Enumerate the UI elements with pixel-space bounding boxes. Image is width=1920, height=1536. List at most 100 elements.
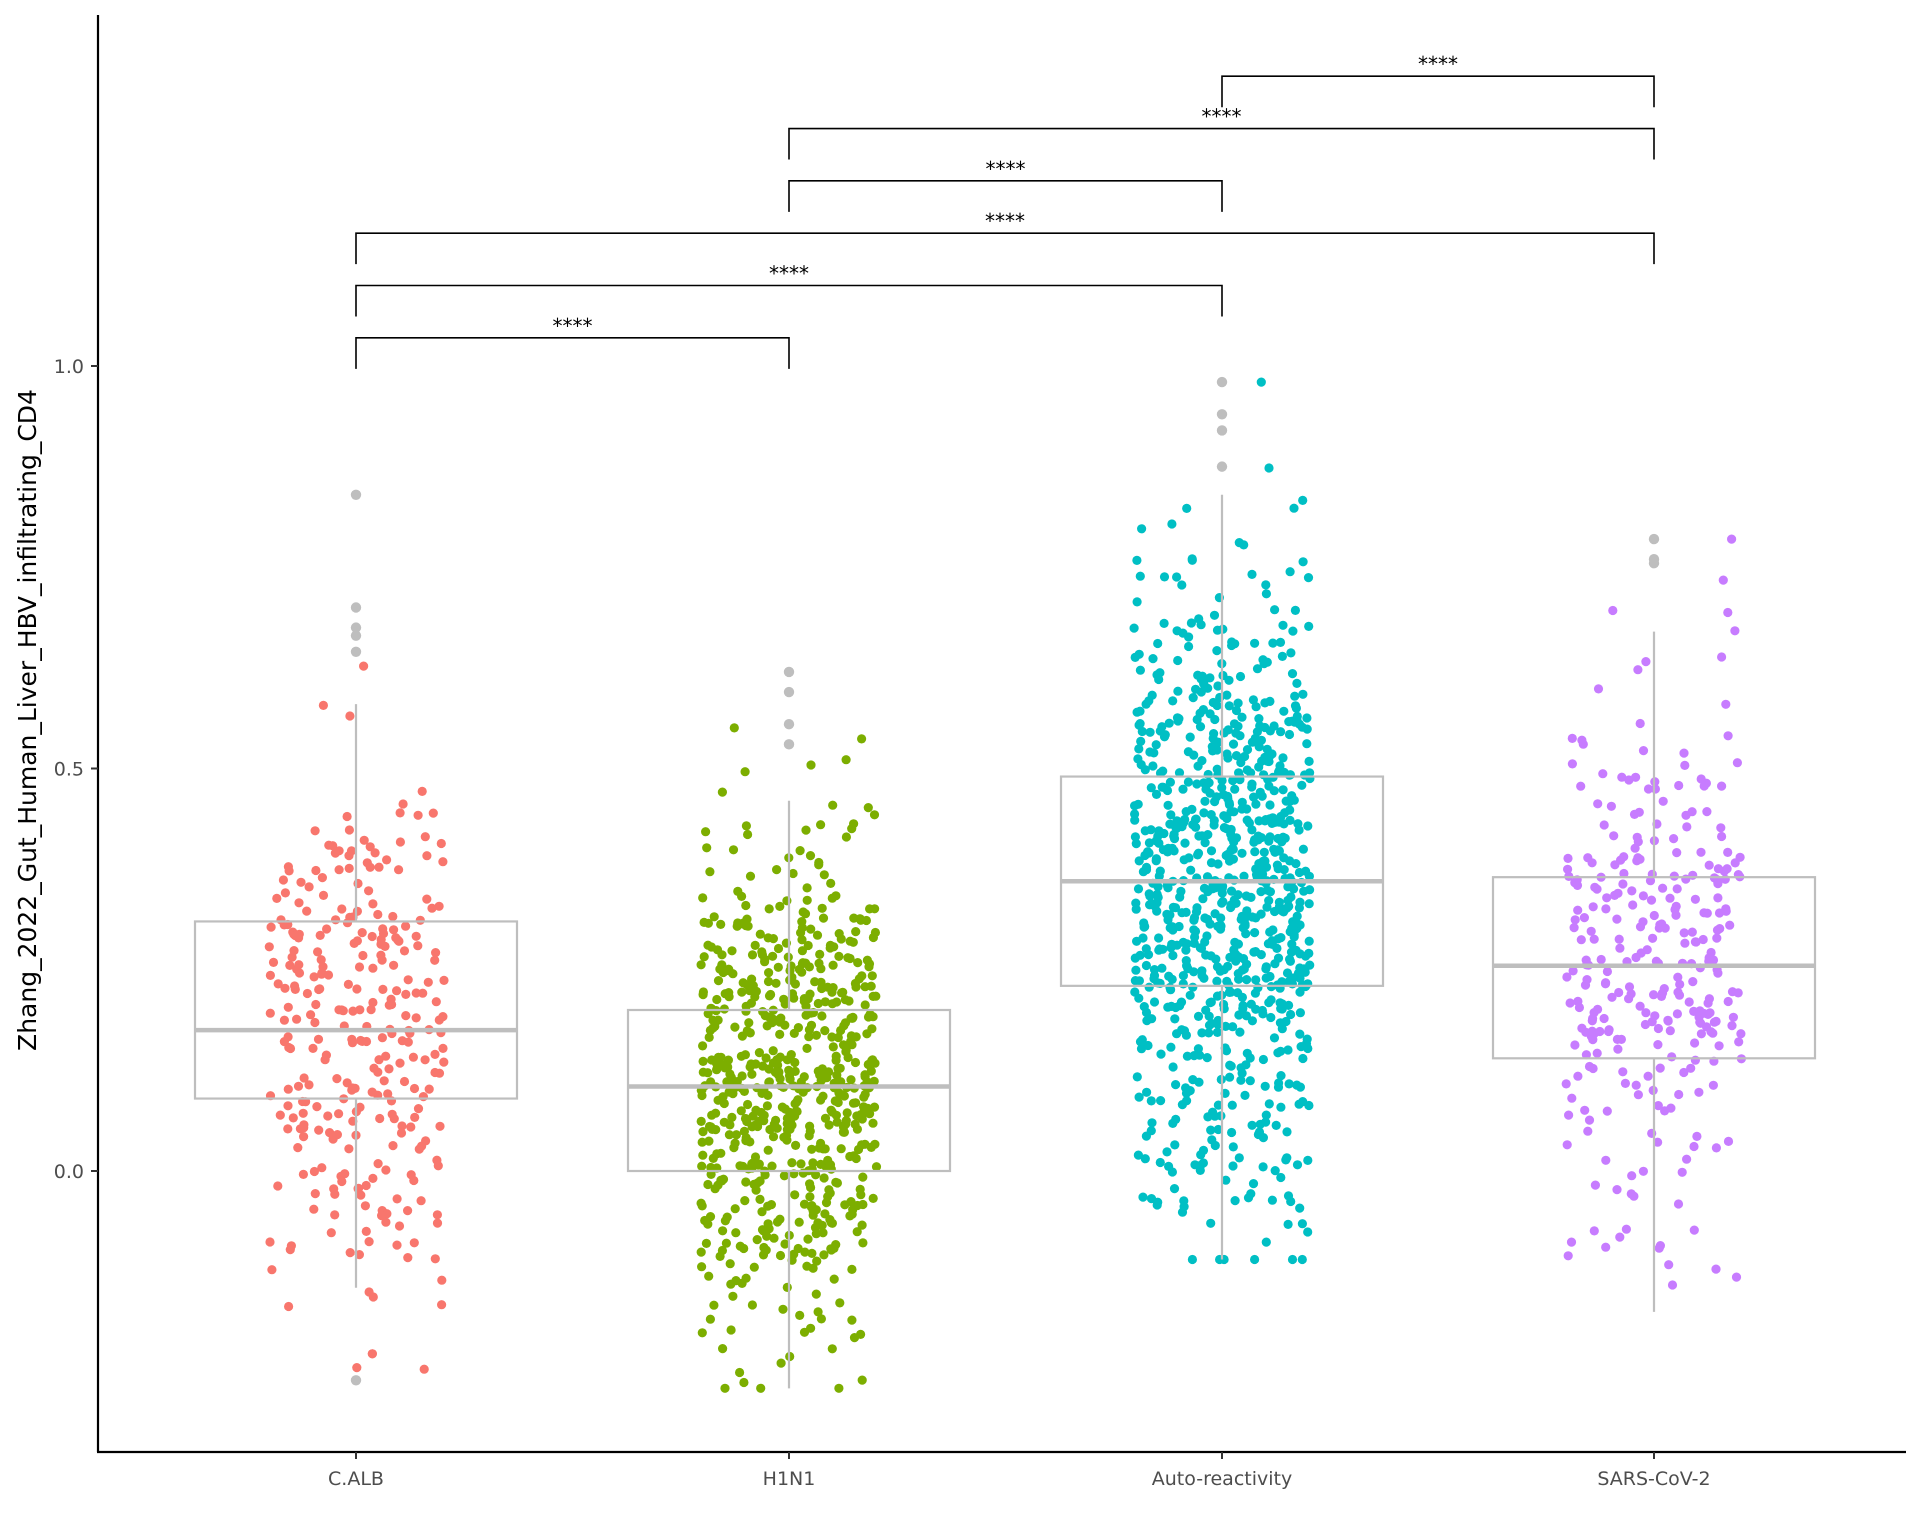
data-point bbox=[1215, 966, 1225, 976]
data-point bbox=[807, 1144, 817, 1154]
data-point bbox=[769, 1233, 779, 1243]
data-point bbox=[1167, 1167, 1177, 1177]
data-point bbox=[841, 1047, 851, 1057]
data-point bbox=[1228, 1161, 1238, 1171]
data-point bbox=[1289, 503, 1299, 513]
data-point bbox=[1182, 1096, 1192, 1106]
data-point bbox=[1144, 982, 1154, 992]
data-point bbox=[1289, 884, 1299, 894]
data-point bbox=[1165, 777, 1175, 787]
data-point bbox=[825, 1160, 836, 1170]
data-point bbox=[355, 1005, 365, 1015]
data-point bbox=[763, 1145, 773, 1155]
data-point bbox=[1260, 1081, 1270, 1091]
data-point bbox=[1599, 1013, 1609, 1024]
data-point bbox=[713, 1180, 723, 1190]
data-point bbox=[799, 1072, 809, 1082]
data-point bbox=[365, 842, 375, 852]
data-point bbox=[396, 1128, 407, 1138]
data-point bbox=[811, 1289, 821, 1299]
data-point bbox=[1139, 918, 1149, 928]
data-point bbox=[1130, 976, 1140, 986]
data-point bbox=[1245, 1076, 1255, 1086]
data-point bbox=[779, 1171, 790, 1181]
data-point bbox=[432, 1218, 443, 1228]
data-point bbox=[1278, 1001, 1288, 1012]
data-point bbox=[434, 1015, 444, 1025]
data-point bbox=[1261, 964, 1271, 974]
data-point bbox=[726, 1325, 736, 1335]
data-point bbox=[1158, 944, 1168, 954]
data-point bbox=[802, 895, 812, 905]
data-point bbox=[313, 947, 323, 957]
data-point bbox=[1256, 377, 1266, 387]
data-point bbox=[827, 1344, 837, 1354]
data-point bbox=[726, 1279, 736, 1289]
data-point bbox=[1201, 1005, 1211, 1015]
data-point bbox=[1190, 814, 1201, 825]
data-point bbox=[1242, 975, 1252, 985]
data-point bbox=[1298, 844, 1308, 854]
data-point bbox=[1249, 947, 1259, 957]
data-point bbox=[724, 992, 734, 1002]
data-point bbox=[1212, 625, 1223, 635]
data-point bbox=[1151, 740, 1161, 750]
data-point bbox=[837, 1090, 848, 1100]
data-point bbox=[851, 927, 861, 937]
data-point bbox=[801, 1001, 811, 1011]
data-point bbox=[1145, 747, 1155, 757]
data-point bbox=[1624, 775, 1634, 785]
data-point bbox=[747, 1069, 757, 1079]
data-point bbox=[334, 1109, 344, 1119]
data-point bbox=[766, 989, 776, 1000]
data-point bbox=[1140, 765, 1150, 775]
data-point bbox=[423, 977, 433, 987]
data-point bbox=[863, 1103, 873, 1113]
data-point bbox=[804, 1032, 814, 1042]
data-point bbox=[743, 1164, 754, 1174]
data-point bbox=[808, 1263, 818, 1273]
data-point bbox=[749, 1262, 759, 1272]
data-point bbox=[1295, 1203, 1305, 1213]
data-point bbox=[828, 960, 838, 970]
data-point bbox=[1641, 1008, 1651, 1018]
data-point bbox=[1572, 880, 1583, 891]
data-point bbox=[1152, 670, 1162, 680]
data-point bbox=[1155, 1157, 1165, 1168]
data-point bbox=[1593, 799, 1603, 809]
data-point bbox=[1674, 1089, 1684, 1100]
data-point bbox=[698, 1041, 708, 1051]
data-point bbox=[1169, 831, 1179, 841]
data-point bbox=[780, 1020, 790, 1030]
data-point bbox=[1694, 1087, 1704, 1097]
data-point bbox=[779, 1132, 789, 1142]
data-point bbox=[1640, 1019, 1650, 1030]
data-point bbox=[1298, 689, 1308, 699]
data-point bbox=[1290, 605, 1300, 616]
data-point bbox=[1630, 843, 1640, 853]
data-point bbox=[713, 1054, 723, 1064]
data-point bbox=[1252, 872, 1262, 882]
data-point bbox=[1186, 865, 1196, 875]
data-point bbox=[1221, 1175, 1231, 1185]
x-tick-label: C.ALB bbox=[328, 1468, 384, 1490]
data-point bbox=[825, 1188, 835, 1198]
data-point bbox=[811, 1030, 822, 1040]
data-point bbox=[1723, 731, 1733, 741]
data-point bbox=[1205, 919, 1215, 929]
data-point bbox=[1589, 1226, 1599, 1236]
data-point bbox=[1681, 810, 1691, 820]
data-point bbox=[377, 1211, 387, 1221]
data-point bbox=[359, 661, 369, 671]
data-point bbox=[1149, 971, 1160, 981]
data-point bbox=[266, 922, 276, 932]
data-point bbox=[827, 1107, 837, 1117]
data-point bbox=[1624, 982, 1635, 992]
data-point bbox=[432, 1210, 442, 1220]
data-point bbox=[1193, 848, 1204, 858]
data-point bbox=[1164, 718, 1174, 728]
data-point bbox=[334, 865, 344, 875]
data-point bbox=[1235, 671, 1246, 682]
data-point bbox=[313, 1034, 324, 1044]
data-point bbox=[1132, 597, 1142, 607]
